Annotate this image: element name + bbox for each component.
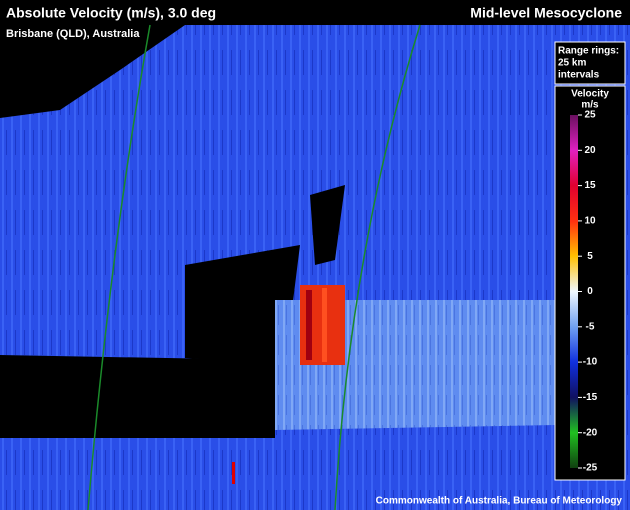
legend-unit: m/s — [581, 100, 599, 111]
legend-tick-label: -25 — [583, 463, 598, 474]
legend-tick-label: 15 — [584, 180, 596, 191]
no-echo — [310, 185, 345, 265]
legend-tick-label: 5 — [587, 251, 593, 262]
color-scale — [570, 115, 578, 468]
velocity-core — [322, 288, 327, 362]
legend-tick-label: 25 — [584, 110, 596, 121]
legend-tick-label: 0 — [587, 286, 593, 297]
footer: Commonwealth of Australia, Bureau of Met… — [376, 496, 623, 507]
range-ring-line: 25 km — [558, 58, 586, 69]
legend-ticks: 25 20 15 10 5 0 -5 -10 -15 -20 -25 — [578, 110, 598, 474]
legend-tick-label: -10 — [583, 357, 598, 368]
legend-tick-label: -5 — [586, 321, 595, 332]
range-ring — [87, 24, 151, 510]
legend-tick-label: -15 — [583, 392, 598, 403]
velocity-core — [306, 290, 312, 360]
feature-label: Mid-level Mesocyclone — [470, 5, 622, 21]
velocity-core — [232, 462, 235, 484]
legend-tick-label: -20 — [583, 427, 598, 438]
legend-tick-label: 20 — [584, 145, 596, 156]
legend-box — [554, 85, 626, 481]
radar-echo — [0, 438, 275, 510]
title: Absolute Velocity (m/s), 3.0 deg — [6, 5, 216, 21]
range-ring — [334, 24, 421, 510]
legend-tick-label: 10 — [584, 216, 596, 227]
range-ring-box — [554, 41, 626, 85]
legend-title: Velocity — [571, 89, 609, 100]
location: Brisbane (QLD), Australia — [6, 28, 140, 40]
range-ring-line: Range rings: — [558, 46, 619, 57]
range-ring-line: intervals — [558, 70, 600, 81]
no-echo — [185, 245, 300, 365]
